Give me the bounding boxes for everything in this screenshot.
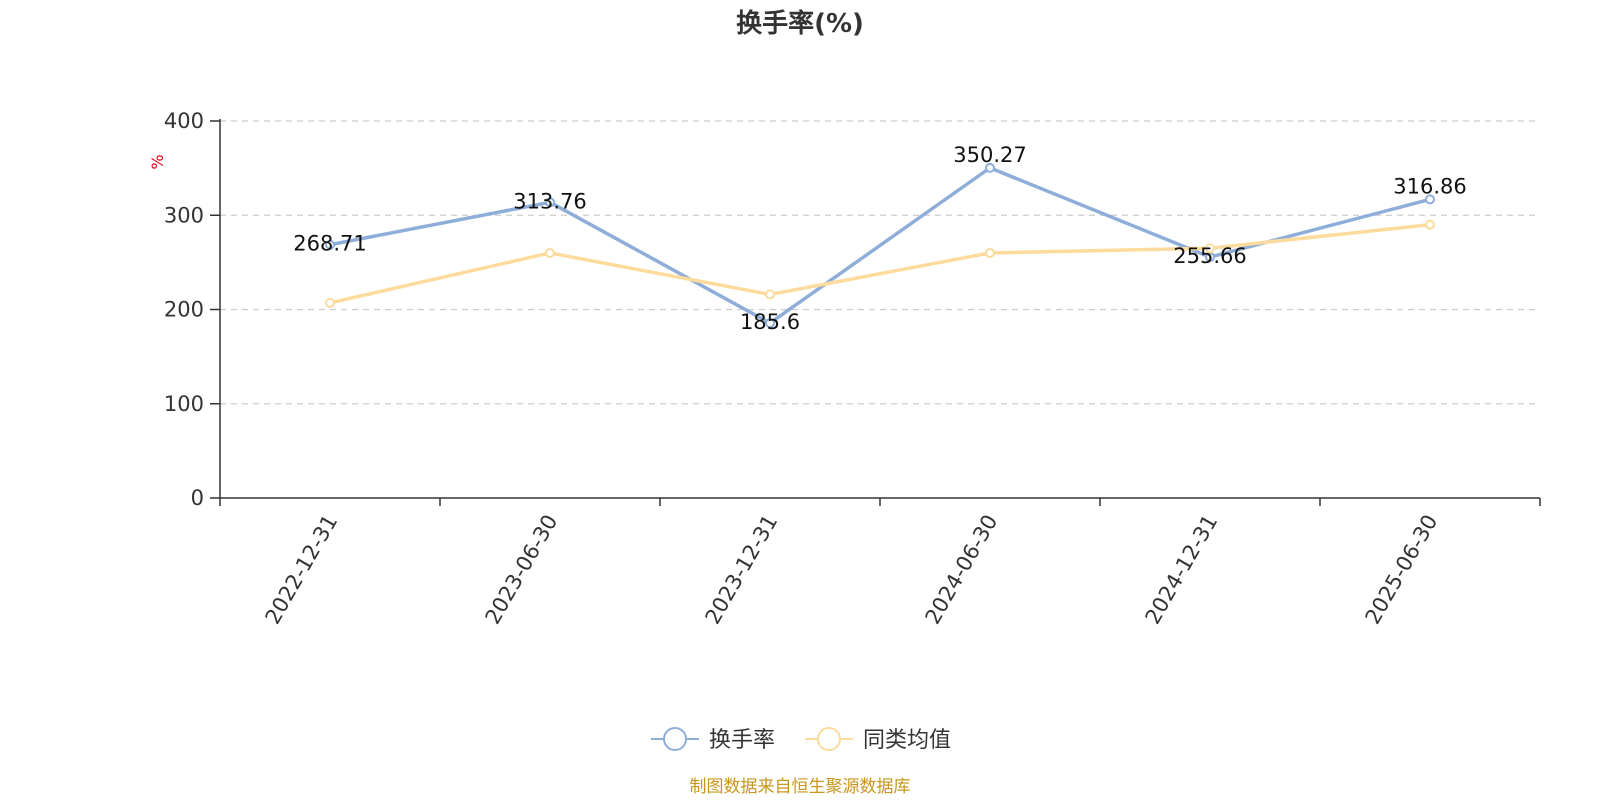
legend-item-0[interactable]: 换手率 [651,727,775,753]
series-1-point [325,297,335,308]
data-label: 185.6 [740,310,800,334]
series-0-point [1425,194,1435,205]
series-0-point [325,239,335,250]
x-tick-label: 2022-12-31 [261,511,343,629]
data-label: 255.66 [1173,244,1246,268]
legend-marker-icon [817,727,841,751]
gridlines [220,120,1540,405]
series-0-point [765,318,775,329]
x-tick-label: 2024-06-30 [921,511,1003,629]
legend[interactable]: 换手率 同类均值 [651,727,951,753]
legend-label: 换手率 [709,728,775,753]
legend-item-1[interactable]: 同类均值 [805,727,951,753]
y-tick-label: 400 [164,109,204,133]
axes: 0 100 200 300 400 2022-12-31 2023-06-30 2023-12… [164,109,1541,629]
legend-label: 同类均值 [863,728,951,753]
x-tick-label: 2023-06-30 [481,511,563,629]
series-1-point [765,289,775,300]
series-0-point [985,162,995,173]
y-tick-label: 100 [164,392,204,416]
series-line-0 [329,166,1431,325]
x-tick-label: 2023-12-31 [701,511,783,629]
series-line-1 [329,222,1431,305]
series-1-point [545,247,555,258]
data-label: 350.27 [953,143,1026,167]
series-1-point [985,247,995,258]
data-label: 268.71 [293,232,366,256]
data-label: 316.86 [1393,174,1466,198]
series-layer [325,162,1435,329]
series-0-point [545,197,555,208]
series-1-point [1205,243,1215,254]
series-1-point [1425,219,1435,230]
x-tick-label: 2025-06-30 [1361,511,1443,629]
x-tick-label: 2024-12-31 [1141,511,1223,629]
data-label: 313.76 [513,189,586,213]
y-tick-label: 300 [164,203,204,227]
chart-title: 换手率(%) [736,8,864,39]
y-tick-label: 200 [164,298,204,322]
legend-marker-icon [663,727,687,751]
y-tick-label: 0 [191,486,204,510]
y-unit-label: % [148,154,167,169]
data-labels: 268.71 313.76 185.6 350.27 255.66 316.86 [293,143,1466,334]
source-note: 制图数据来自恒生聚源数据库 [690,777,911,797]
